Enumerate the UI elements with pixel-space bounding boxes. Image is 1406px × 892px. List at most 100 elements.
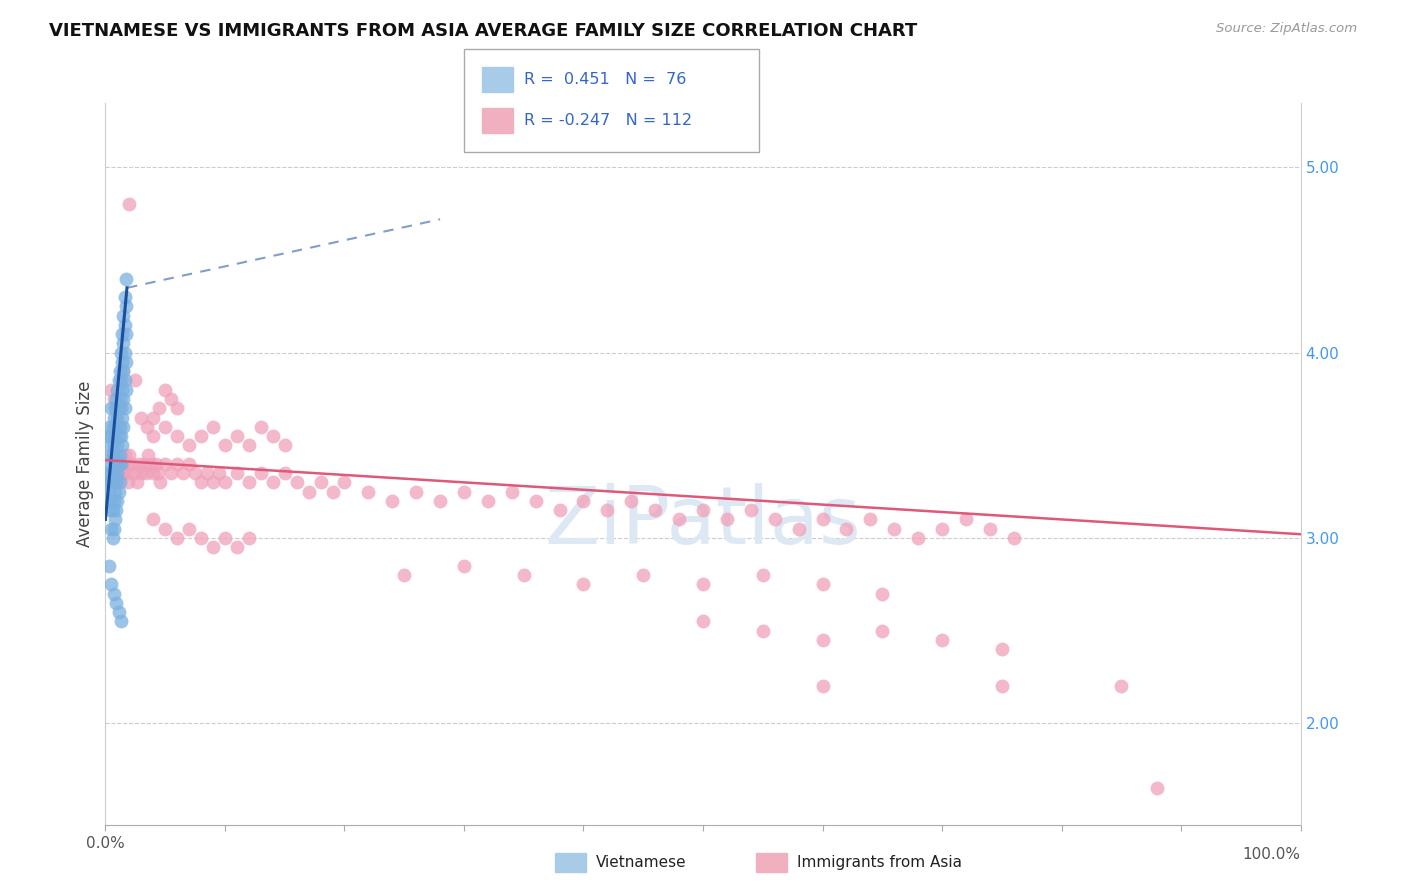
Point [501,484,523,499]
Point [146,466,169,480]
Point [105,419,128,434]
Point [114,355,136,369]
Point [114,299,136,313]
Point [107,466,129,480]
Point [250,419,273,434]
Point [166,429,188,443]
Point [132,457,155,471]
Point [142,410,165,425]
Point [98,448,121,462]
Text: R = -0.247   N = 112: R = -0.247 N = 112 [524,113,693,128]
Y-axis label: Average Family Size: Average Family Size [76,381,94,547]
Point [153,522,177,536]
Point [103,457,125,471]
Point [107,438,129,452]
Point [110,457,132,471]
Point [114,271,136,285]
Text: Vietnamese: Vietnamese [596,855,686,870]
Point [98,484,121,499]
Point [104,484,127,499]
Text: 100.0%: 100.0% [1243,847,1301,863]
Point [108,419,131,434]
Point [112,364,135,378]
Point [177,438,201,452]
Point [787,522,810,536]
Point [105,475,128,490]
Point [110,615,132,629]
Point [108,364,131,378]
Point [453,484,475,499]
Point [149,475,172,490]
Point [98,558,121,573]
Point [1146,780,1168,795]
Point [811,577,834,591]
Point [990,679,1012,693]
Point [751,624,773,638]
Point [111,327,134,342]
Point [107,429,129,443]
Point [811,632,834,647]
Point [811,512,834,526]
Point [202,419,225,434]
Point [101,475,124,490]
Point [208,466,231,480]
Point [572,494,595,508]
Point [190,531,212,545]
Point [524,494,547,508]
Point [114,448,136,462]
Point [98,475,121,490]
Point [100,577,122,591]
Point [190,475,212,490]
Text: VIETNAMESE VS IMMIGRANTS FROM ASIA AVERAGE FAMILY SIZE CORRELATION CHART: VIETNAMESE VS IMMIGRANTS FROM ASIA AVERA… [49,22,918,40]
Point [98,438,121,452]
Point [238,531,260,545]
Point [107,605,129,619]
Point [811,679,834,693]
Point [835,522,858,536]
Point [110,466,132,480]
Point [111,410,134,425]
Point [298,484,321,499]
Point [122,466,145,480]
Point [153,419,177,434]
Point [1111,679,1133,693]
Point [103,522,125,536]
Point [118,448,141,462]
Point [114,290,136,304]
Text: Source: ZipAtlas.com: Source: ZipAtlas.com [1216,22,1357,36]
Point [644,503,666,517]
Point [250,466,273,480]
Point [128,457,150,471]
Point [692,503,714,517]
Point [107,410,129,425]
Point [111,457,134,471]
Point [633,568,655,582]
Point [907,531,929,545]
Point [429,494,451,508]
Point [108,475,131,490]
Point [214,531,236,545]
Point [101,503,124,517]
Point [177,522,201,536]
Point [225,466,249,480]
Point [114,318,136,332]
Point [202,540,225,554]
Point [145,457,167,471]
Point [309,475,332,490]
Point [142,512,165,526]
Point [859,512,882,526]
Point [104,429,127,443]
Point [153,383,177,397]
Point [883,522,905,536]
Point [114,327,136,342]
Point [166,531,188,545]
Point [129,410,153,425]
Point [160,392,183,406]
Point [103,466,125,480]
Point [124,374,146,388]
Point [111,355,134,369]
Point [160,466,183,480]
Point [101,448,124,462]
Point [97,466,120,480]
Point [166,457,188,471]
